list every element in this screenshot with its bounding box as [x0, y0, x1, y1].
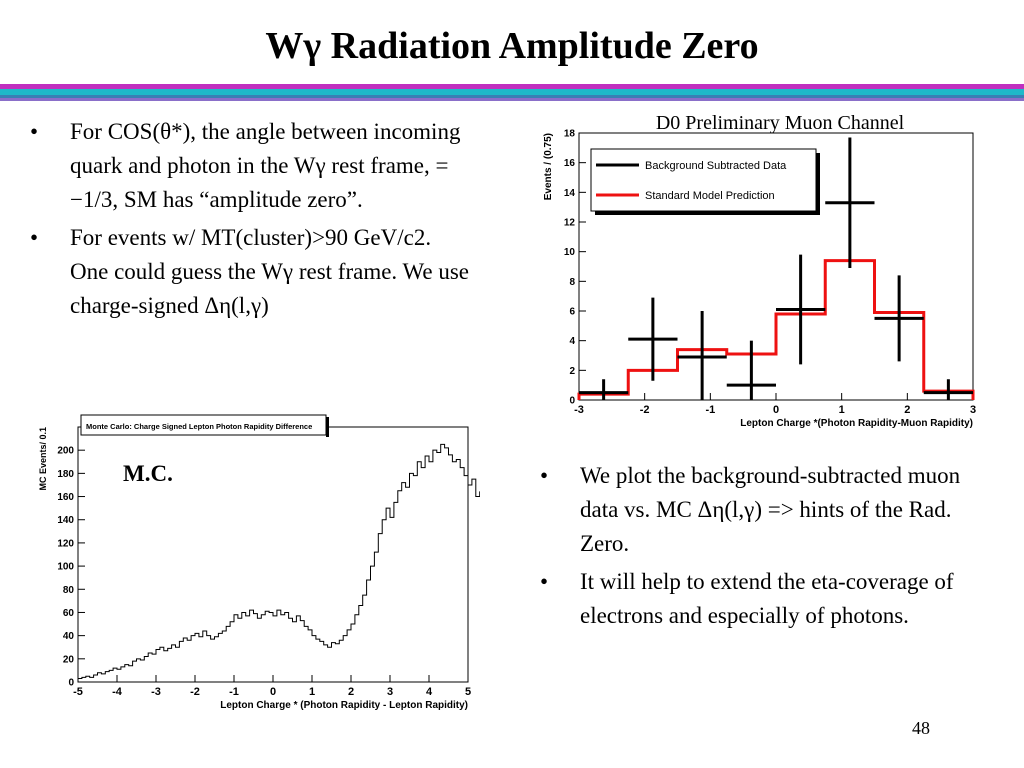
bullet-marker: • [30, 225, 39, 250]
mc-label: M.C. [123, 461, 173, 486]
divider-band-violet [0, 98, 1024, 101]
right-bullet-list: • We plot the background-subtracted muon… [540, 459, 980, 637]
mc-title-box-shadow [326, 417, 329, 437]
x-tick-label: 3 [387, 686, 393, 698]
legend-label-model: Standard Model Prediction [645, 190, 775, 202]
bullet-marker: • [540, 569, 549, 594]
x-tick-label: -1 [229, 686, 239, 698]
y-tick-label: 0 [569, 396, 575, 407]
slide-title: Wγ Radiation Amplitude Zero [265, 25, 759, 67]
y-tick-label: 16 [564, 158, 576, 169]
model-histogram-line [577, 259, 975, 400]
legend-label-data: Background Subtracted Data [645, 160, 787, 172]
y-tick-label: 120 [57, 538, 74, 549]
y-tick-label: 14 [564, 188, 576, 199]
bullet-text: It will help to extend the eta-coverage … [580, 569, 954, 628]
data-chart-title: D0 Preliminary Muon Channel [655, 112, 905, 134]
x-tick-label: -3 [151, 686, 161, 698]
x-tick-label: -1 [705, 404, 715, 416]
y-tick-label: 2 [569, 366, 575, 377]
x-tick-label: 0 [773, 404, 779, 416]
bullet-item: • We plot the background-subtracted muon… [540, 459, 980, 561]
x-tick-label: 4 [426, 686, 433, 698]
mc-title: Monte Carlo: Charge Signed Lepton Photon… [86, 422, 312, 431]
y-tick-label: 0 [68, 678, 74, 689]
bullet-item: • For events w/ MT(cluster)>90 GeV/c2. O… [30, 221, 470, 323]
x-axis-label: Lepton Charge * (Photon Rapidity - Lepto… [220, 700, 468, 711]
y-tick-label: 160 [57, 492, 74, 503]
y-tick-label: 80 [63, 585, 75, 596]
bullet-marker: • [540, 463, 549, 488]
y-tick-label: 10 [564, 247, 576, 258]
mc-histogram-line [78, 443, 480, 680]
bullet-item: • For COS(θ*), the angle between incomin… [30, 115, 470, 217]
y-tick-label: 100 [57, 562, 74, 573]
bullet-text: For COS(θ*), the angle between incoming … [70, 119, 461, 212]
x-tick-label: -4 [112, 686, 123, 698]
bullet-text: We plot the background-subtracted muon d… [580, 463, 961, 556]
y-tick-label: 140 [57, 515, 74, 526]
y-tick-label: 180 [57, 469, 74, 480]
divider-band-cyan [0, 89, 1024, 95]
x-tick-label: 1 [309, 686, 315, 698]
y-tick-label: 200 [57, 446, 74, 457]
x-tick-label: -2 [190, 686, 200, 698]
x-tick-label: -5 [73, 686, 83, 698]
divider-band-blue [0, 95, 1024, 98]
bullet-item: • It will help to extend the eta-coverag… [540, 565, 980, 633]
legend-box [590, 148, 817, 212]
y-tick-label: 8 [569, 277, 575, 288]
x-tick-label: 2 [904, 404, 910, 416]
x-tick-label: -2 [640, 404, 650, 416]
page-number: 48 [912, 718, 930, 738]
y-tick-label: 40 [63, 631, 75, 642]
y-tick-label: 4 [569, 336, 575, 347]
y-tick-label: 18 [564, 129, 576, 140]
x-axis-label: Lepton Charge *(Photon Rapidity-Muon Rap… [740, 418, 973, 429]
y-tick-label: 20 [63, 654, 75, 665]
bullet-text: For events w/ MT(cluster)>90 GeV/c2. One… [70, 225, 469, 318]
y-tick-label: 60 [63, 608, 75, 619]
divider-band-magenta [0, 84, 1024, 89]
x-tick-label: 5 [465, 686, 471, 698]
x-tick-label: -3 [574, 404, 584, 416]
x-tick-label: 0 [270, 686, 276, 698]
left-bullet-list: • For COS(θ*), the angle between incomin… [30, 115, 470, 327]
y-tick-label: 12 [564, 218, 576, 229]
x-tick-label: 3 [970, 404, 976, 416]
x-tick-label: 1 [839, 404, 845, 416]
bullet-marker: • [30, 119, 39, 144]
mc-histogram-chart: -5 -4 -3 -2 -1 0 1 2 3 4 5 0 20 40 60 80 100 120 140 160 180… [38, 414, 480, 711]
x-tick-label: 2 [348, 686, 354, 698]
y-tick-label: 6 [569, 307, 575, 318]
y-axis-label: Events / (0.75) [543, 133, 554, 200]
y-axis-label: MC Events/ 0.1 [38, 427, 48, 491]
